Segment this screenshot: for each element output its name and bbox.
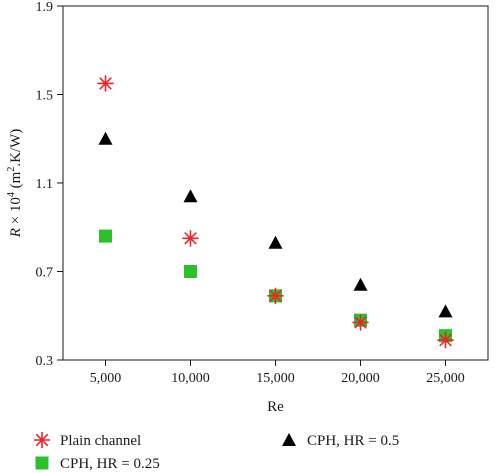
y-axis-unit-prefix: (m [8,171,24,192]
data-point-asterisk [352,314,369,331]
x-tick-label: 5,000 [90,371,122,386]
data-point-asterisk [437,331,454,349]
x-tick-label: 10,000 [171,371,210,386]
legend-label: CPH, HR = 0.25 [60,456,160,472]
data-point-asterisk [97,75,114,92]
y-tick-label: 0.7 [36,266,54,281]
x-axis-ticks: 5,000 10,000 15,000 20,000 25,000 [90,360,465,386]
y-axis-exponent: 4 [6,192,17,197]
y-axis-title: R × 104 (m2.K/W) [6,129,24,238]
data-point-triangle [353,277,368,291]
legend-label: Plain channel [60,433,141,449]
x-tick-label: 20,000 [341,371,380,386]
y-axis-unit-exponent: 2 [6,167,17,172]
data-point-triangle [438,304,453,318]
y-tick-label: 1.1 [36,177,54,192]
y-axis-ticks: 0.3 0.7 1.1 1.5 1.9 [36,0,63,369]
legend-marker-asterisk [33,431,51,449]
y-tick-label: 1.5 [36,89,54,104]
data-point-asterisk [182,230,199,247]
x-tick-label: 15,000 [256,371,295,386]
y-tick-label: 1.9 [36,0,54,15]
data-points [97,75,454,349]
x-axis-title: Re [267,399,284,415]
y-axis-unit-suffix: .K/W) [8,129,24,167]
data-point-asterisk [267,287,284,305]
legend-label: CPH, HR = 0.5 [307,433,399,449]
legend-marker-square [35,456,49,470]
plot-frame [62,5,489,361]
data-point-square [184,265,197,278]
y-tick-label: 0.3 [36,354,54,369]
data-point-triangle [268,235,283,249]
y-axis-symbol: R [8,228,24,238]
x-tick-label: 25,000 [426,371,465,386]
y-axis-times: × 10 [8,197,24,228]
data-point-square [99,229,112,243]
legend-marker-triangle [282,433,296,446]
legend: Plain channel CPH, HR = 0.25 CPH, HR = 0.5 [33,431,399,472]
data-point-triangle [183,189,198,203]
data-point-triangle [98,131,113,145]
